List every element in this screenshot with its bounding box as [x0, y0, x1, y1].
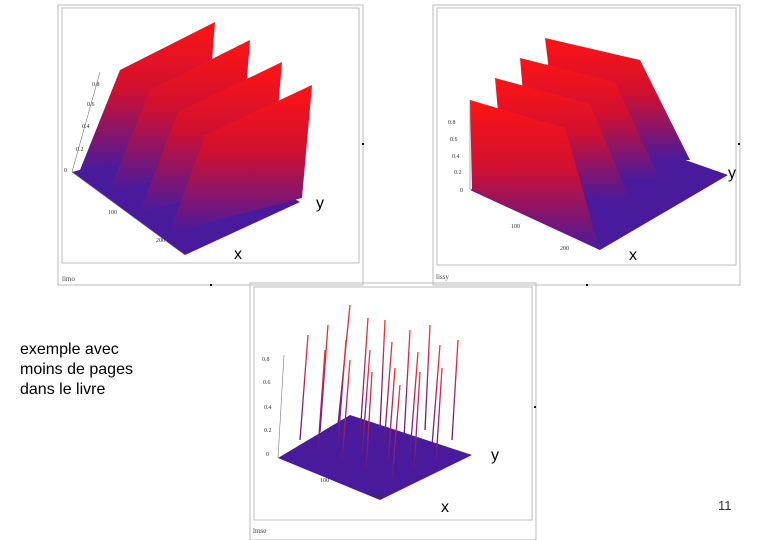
tick-label: 0.8 — [92, 82, 100, 88]
note-line: exemple avec — [20, 341, 119, 358]
axis-label: x — [441, 499, 449, 516]
spikes — [299, 304, 459, 481]
handle — [362, 143, 364, 145]
tick-label: 0.6 — [263, 380, 271, 386]
plot-panel: 0.8 0.6 0.4 0.2 0 100 200 y x limo — [57, 4, 364, 286]
handle — [210, 284, 212, 286]
panel-frame — [249, 282, 537, 540]
note-line: dans le livre — [20, 381, 105, 398]
axis — [277, 354, 285, 459]
handle — [738, 143, 740, 145]
tick-label: 0 — [460, 188, 463, 194]
tick-label: 100 — [108, 210, 117, 216]
caption: lissy — [436, 273, 449, 281]
tick-label: 0.2 — [454, 170, 462, 176]
tick-label: 0 — [64, 168, 67, 174]
tick-label: 0.6 — [450, 137, 458, 143]
tick-label: 0.4 — [264, 405, 272, 411]
caption: lmse — [253, 527, 266, 535]
tick-label: 0.2 — [76, 147, 84, 153]
caption: limo — [62, 275, 75, 283]
plot-panel: 0.8 0.6 0.4 0.2 0 100 200 y x lmse — [249, 282, 537, 540]
surface — [170, 85, 312, 232]
tick-label: 100 — [320, 478, 329, 484]
page-number: 11 — [718, 498, 732, 513]
tick-label: 0 — [266, 452, 269, 458]
tick-label: 100 — [511, 224, 520, 230]
axis-label: y — [316, 195, 324, 212]
plot-frame — [436, 7, 737, 266]
axis — [71, 171, 186, 256]
tick-label: 0.4 — [452, 154, 460, 160]
floor — [278, 415, 472, 500]
surface — [470, 100, 600, 250]
axis — [71, 71, 101, 173]
plot-frame — [253, 286, 533, 521]
plot-panel: 0.8 0.6 0.4 0.2 0 100 200 y x lissy — [432, 4, 741, 286]
axis-label: y — [491, 447, 499, 464]
axis-label: x — [234, 246, 242, 263]
tick-label: 0.4 — [82, 124, 90, 130]
tick-label: 200 — [156, 238, 165, 244]
handle — [586, 284, 588, 286]
axis-label: y — [728, 165, 736, 182]
axis-label: x — [629, 247, 637, 264]
plot-frame — [61, 7, 360, 264]
handle — [534, 406, 536, 408]
note-line: moins de pages — [20, 361, 133, 378]
tick-label: 0.2 — [264, 428, 272, 434]
tick-label: 0.8 — [262, 357, 270, 363]
tick-label: 0.6 — [87, 102, 95, 108]
tick-label: 200 — [374, 493, 383, 499]
tick-label: 200 — [560, 246, 569, 252]
tick-label: 0.8 — [448, 120, 456, 126]
